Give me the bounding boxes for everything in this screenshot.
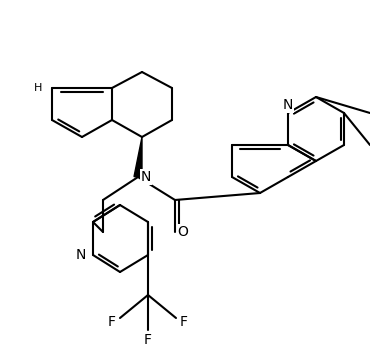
Text: N: N [141,170,151,184]
Text: F: F [108,315,116,329]
Text: N: N [283,98,293,112]
Text: O: O [178,225,188,239]
Polygon shape [134,137,142,177]
Text: N: N [76,248,86,262]
Text: H: H [34,83,42,93]
Text: F: F [144,333,152,347]
Text: F: F [180,315,188,329]
